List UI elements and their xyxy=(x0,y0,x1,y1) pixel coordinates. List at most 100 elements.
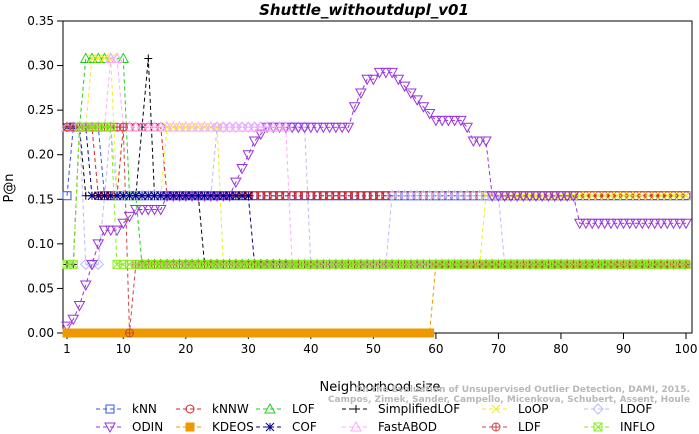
data-point xyxy=(542,191,555,202)
data-point xyxy=(656,191,666,201)
data-point xyxy=(204,121,217,132)
data-point xyxy=(162,191,172,201)
data-point xyxy=(73,301,86,312)
data-point xyxy=(185,404,195,414)
data-point xyxy=(325,191,335,201)
series-line xyxy=(67,126,686,197)
data-point xyxy=(417,102,430,113)
series-simplifiedlof xyxy=(63,54,690,269)
legend-item-simplifiedlof: SimplifiedLOF xyxy=(342,402,460,416)
data-point xyxy=(217,121,230,132)
data-point xyxy=(306,191,316,201)
data-point xyxy=(154,205,167,216)
data-point xyxy=(168,191,178,201)
series-knn xyxy=(62,122,691,201)
series-loop xyxy=(62,54,691,269)
data-point xyxy=(142,205,155,216)
legend-item-lof: LOF xyxy=(256,402,315,416)
data-point xyxy=(100,191,109,201)
x-tick-label: 100 xyxy=(675,342,698,356)
data-point xyxy=(381,191,391,201)
data-point xyxy=(580,218,592,230)
data-point xyxy=(92,239,105,250)
data-point xyxy=(343,191,353,201)
data-point xyxy=(286,122,298,134)
data-point xyxy=(198,121,211,132)
data-point xyxy=(156,191,166,201)
data-point xyxy=(436,115,449,127)
data-point xyxy=(104,225,117,237)
data-point xyxy=(86,259,98,271)
data-point xyxy=(104,52,117,63)
data-point xyxy=(352,405,360,413)
data-point xyxy=(491,404,501,414)
data-point xyxy=(531,191,541,201)
legend-label: INFLO xyxy=(620,420,655,434)
data-point xyxy=(581,191,591,201)
data-point xyxy=(136,205,148,216)
data-point xyxy=(593,422,603,432)
data-point xyxy=(267,122,280,134)
legend-item-knn: kNN xyxy=(96,402,157,416)
data-point xyxy=(175,122,184,132)
data-point xyxy=(656,191,666,201)
data-point xyxy=(492,191,505,202)
data-point xyxy=(648,218,661,230)
legend-label: kNNW xyxy=(212,402,249,416)
legend-item-loop: LoOP xyxy=(482,402,549,416)
data-point xyxy=(667,218,680,230)
data-point xyxy=(673,218,686,230)
data-point xyxy=(161,121,173,132)
data-point xyxy=(129,121,142,132)
data-point xyxy=(125,328,135,338)
x-tick-label: 50 xyxy=(366,342,381,356)
y-tick-label: 0.00 xyxy=(27,326,54,340)
data-point xyxy=(411,95,423,106)
data-point xyxy=(98,225,111,237)
data-point xyxy=(186,121,198,132)
data-point xyxy=(62,191,72,201)
data-point xyxy=(292,122,305,134)
legend-item-fastabod: FastABOD xyxy=(342,420,437,434)
data-point xyxy=(637,191,647,201)
data-point xyxy=(279,121,292,132)
data-point xyxy=(661,218,674,230)
series-line xyxy=(67,263,686,334)
data-point xyxy=(61,321,73,333)
data-point xyxy=(87,54,97,63)
data-point xyxy=(248,136,261,148)
x-tick-label: 80 xyxy=(553,342,568,356)
data-point xyxy=(225,191,234,201)
data-point xyxy=(206,191,216,201)
data-point xyxy=(350,420,362,432)
data-point xyxy=(117,52,130,63)
data-point xyxy=(154,121,167,132)
data-point xyxy=(265,422,275,432)
data-point xyxy=(606,191,616,201)
data-point xyxy=(129,205,142,216)
data-point xyxy=(592,218,605,230)
data-point xyxy=(106,191,116,201)
legend-item-cof: COF xyxy=(256,420,317,434)
data-point xyxy=(229,121,242,132)
data-point xyxy=(311,122,323,134)
data-point xyxy=(93,191,103,201)
legend-label: LDF xyxy=(518,420,541,434)
data-point xyxy=(662,191,672,201)
data-point xyxy=(548,191,561,202)
data-point xyxy=(193,191,203,201)
data-point xyxy=(142,121,155,132)
x-tick-label: 40 xyxy=(303,342,318,356)
data-point xyxy=(348,102,361,113)
data-point xyxy=(254,129,267,141)
data-point xyxy=(211,121,223,132)
data-point xyxy=(617,218,630,230)
data-point xyxy=(118,191,128,201)
data-point xyxy=(242,150,255,161)
data-point xyxy=(93,54,103,63)
data-point xyxy=(293,191,303,201)
data-point xyxy=(448,115,461,127)
x-tick-label: 90 xyxy=(616,342,631,356)
data-point xyxy=(300,191,310,201)
